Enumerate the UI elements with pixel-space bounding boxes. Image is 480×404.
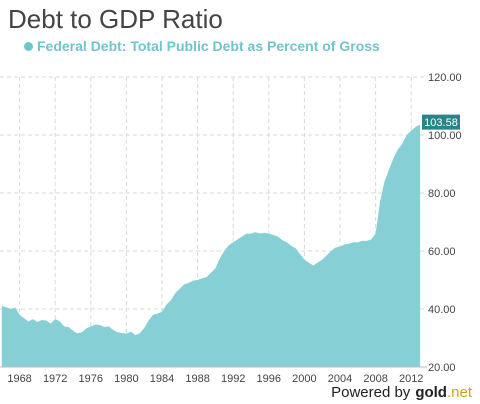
x-tick-label: 2008 <box>363 373 387 385</box>
x-tick-label: 1968 <box>7 373 31 385</box>
brand-gold: gold <box>415 384 447 401</box>
debt-area-series <box>1 124 421 368</box>
legend[interactable]: Federal Debt: Total Public Debt as Perce… <box>24 38 380 54</box>
x-tick-label: 1976 <box>79 373 103 385</box>
last-value-label: 103.58 <box>424 117 458 129</box>
legend-series-label: Federal Debt: Total Public Debt as Perce… <box>37 38 380 54</box>
legend-marker <box>24 41 33 51</box>
x-tick-label: 1996 <box>257 373 281 385</box>
powered-by[interactable]: Powered by gold.net <box>331 384 472 401</box>
gold-logo: gold.net <box>415 384 472 401</box>
y-tick-label: 40.00 <box>428 304 456 316</box>
y-tick-label: 80.00 <box>428 188 456 200</box>
x-tick-label: 1980 <box>114 373 138 385</box>
y-tick-label: 120.00 <box>428 72 462 84</box>
y-tick-label: 20.00 <box>428 362 456 374</box>
y-tick-label: 60.00 <box>428 246 456 258</box>
x-tick-label: 2004 <box>328 373 352 385</box>
x-tick-label: 1984 <box>150 373 174 385</box>
x-tick-label: 1992 <box>221 373 245 385</box>
x-tick-label: 2000 <box>292 373 316 385</box>
y-tick-label: 100.00 <box>428 130 462 142</box>
x-tick-label: 1972 <box>43 373 67 385</box>
chart-title: Debt to GDP Ratio <box>8 4 223 34</box>
x-tick-label: 2012 <box>399 373 423 385</box>
last-value-badge <box>422 114 460 130</box>
brand-net: .net <box>446 384 472 401</box>
x-tick-label: 1988 <box>185 373 209 385</box>
powered-by-label: Powered by <box>331 384 411 401</box>
